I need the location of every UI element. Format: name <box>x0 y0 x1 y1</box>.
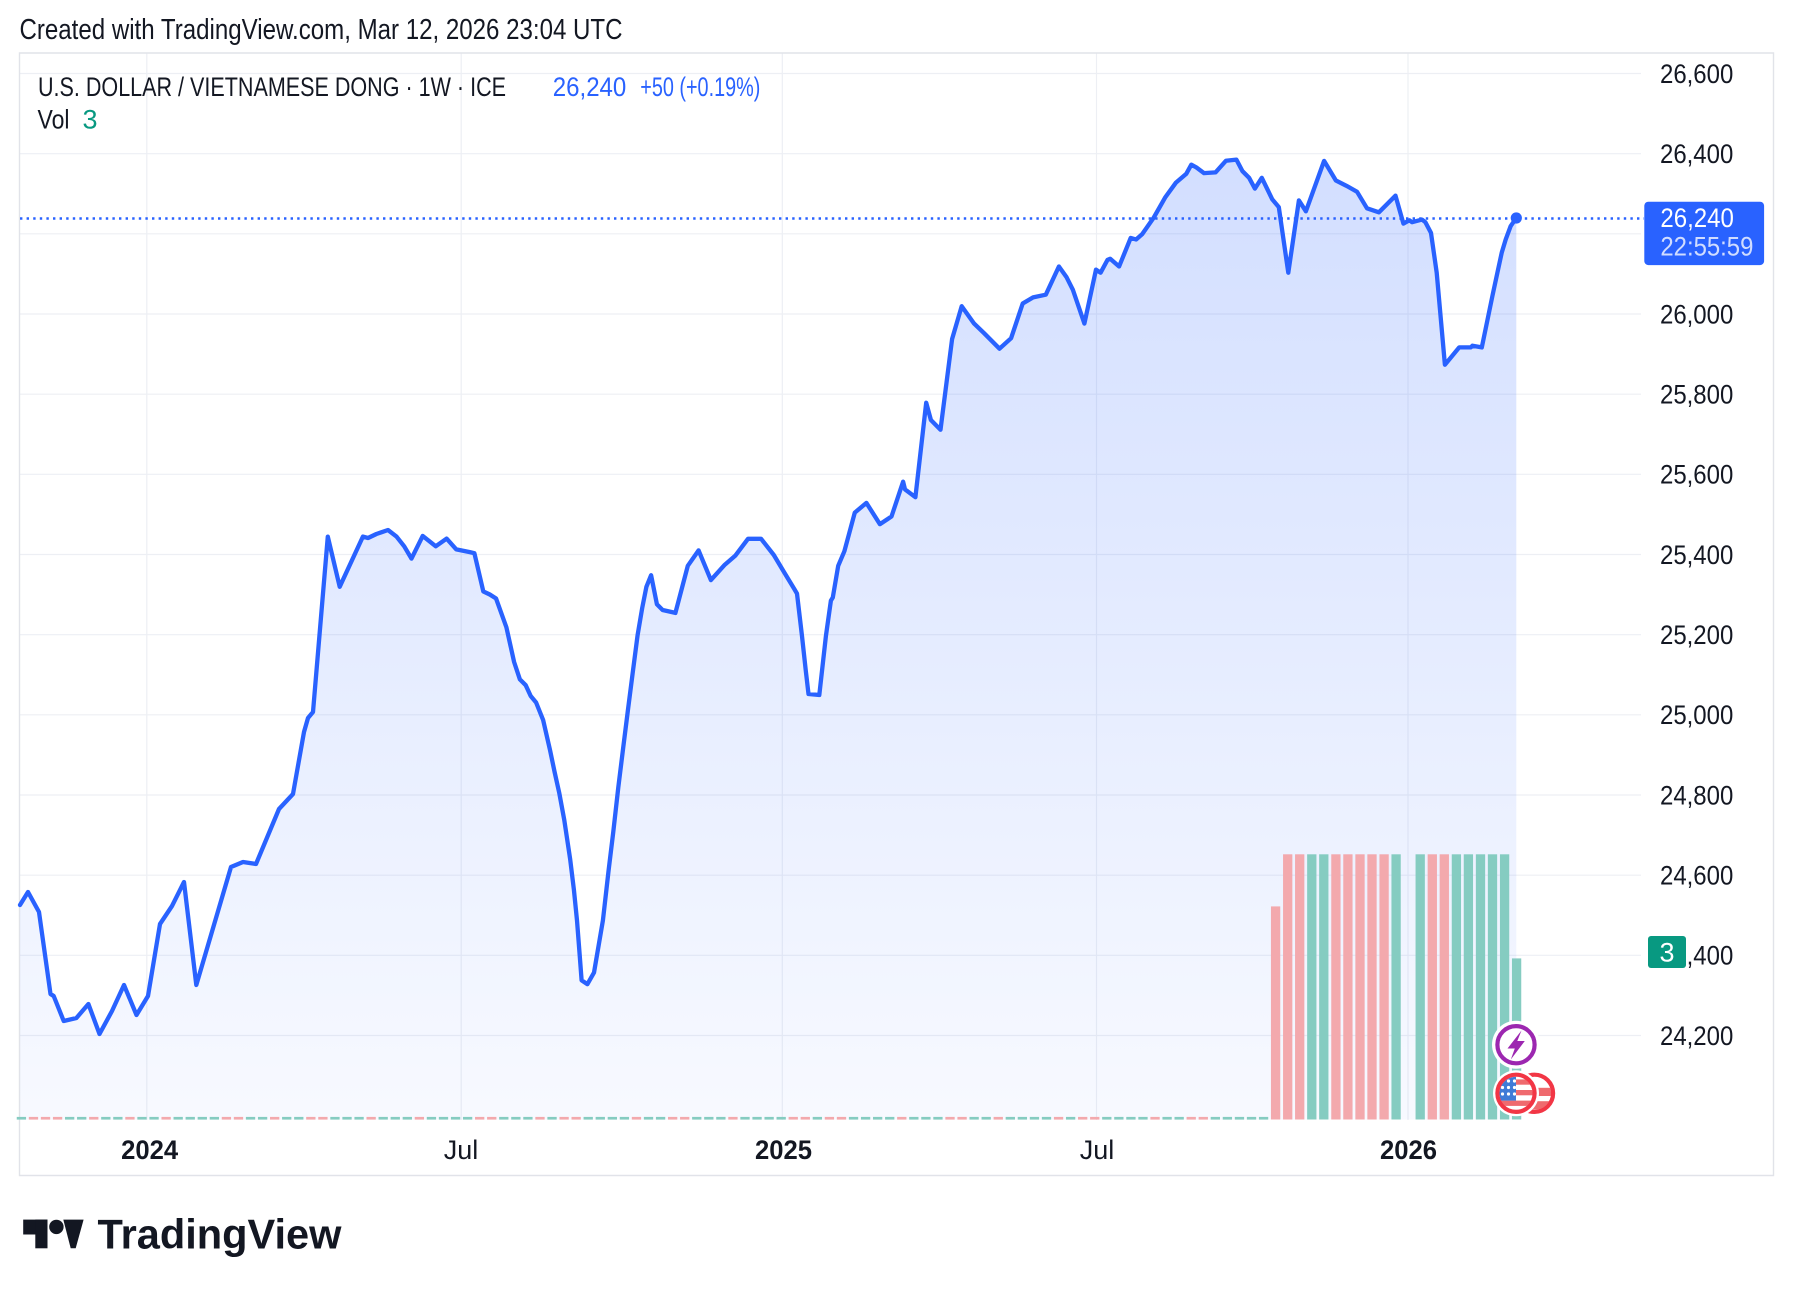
svg-text:26,400: 26,400 <box>1660 139 1733 169</box>
svg-text:25,600: 25,600 <box>1660 460 1733 490</box>
svg-text:26,600: 26,600 <box>1660 59 1733 89</box>
svg-text:2026: 2026 <box>1380 1135 1437 1165</box>
svg-text:24,200: 24,200 <box>1660 1021 1733 1051</box>
svg-text:+50 (+0.19%): +50 (+0.19%) <box>640 72 760 102</box>
svg-text:25,400: 25,400 <box>1660 540 1733 570</box>
svg-text:Jul: Jul <box>1080 1135 1115 1165</box>
svg-text:Jul: Jul <box>444 1135 479 1165</box>
svg-text:25,800: 25,800 <box>1660 380 1733 410</box>
svg-text:22:55:59: 22:55:59 <box>1660 232 1753 262</box>
svg-text:26,000: 26,000 <box>1660 299 1733 329</box>
svg-text:Vol: Vol <box>38 105 70 135</box>
svg-text:2025: 2025 <box>755 1135 812 1165</box>
svg-text:25,000: 25,000 <box>1660 700 1733 730</box>
svg-text:TradingView: TradingView <box>98 1211 342 1258</box>
svg-text:26,240: 26,240 <box>553 72 627 102</box>
svg-text:24,800: 24,800 <box>1660 780 1733 810</box>
svg-text:U.S. DOLLAR / VIETNAMESE DONG: U.S. DOLLAR / VIETNAMESE DONG · 1W · ICE <box>38 72 506 102</box>
svg-text:2024: 2024 <box>121 1135 178 1165</box>
svg-text:25,200: 25,200 <box>1660 620 1733 650</box>
svg-text:3: 3 <box>83 105 98 135</box>
svg-text:Created with TradingView.com,: Created with TradingView.com, Mar 12, 20… <box>20 14 623 46</box>
svg-text:24,600: 24,600 <box>1660 861 1733 891</box>
svg-text:26,240: 26,240 <box>1660 203 1734 233</box>
svg-text:3: 3 <box>1659 938 1674 968</box>
